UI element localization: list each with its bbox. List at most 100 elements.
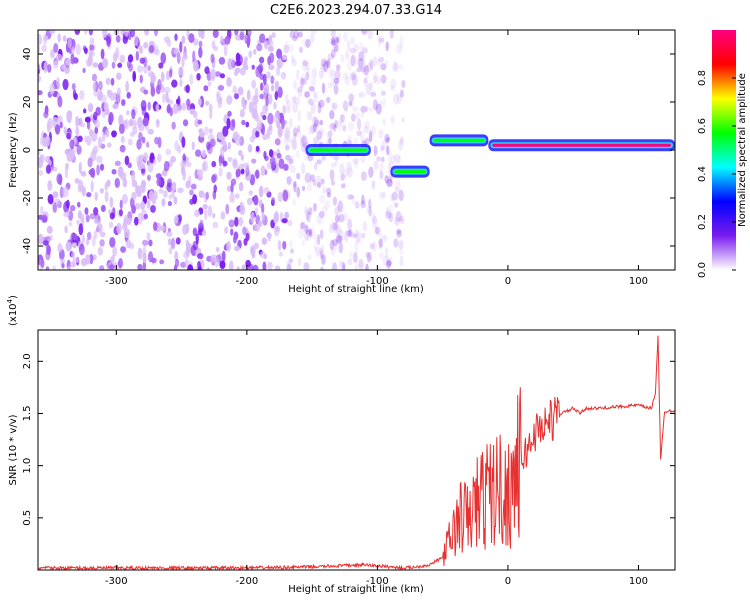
heatmap-noise-cell (224, 35, 231, 45)
heatmap-noise-cell (147, 65, 151, 72)
heatmap-noise-cell (313, 179, 317, 187)
heatmap-noise-cell (389, 30, 394, 40)
snr-scale-exponent: 4 (6, 298, 14, 303)
heatmap-noise-cell (372, 216, 378, 229)
heatmap-noise-cell (319, 194, 326, 204)
heatmap-noise-cell (199, 219, 204, 228)
heatmap-noise-cell (136, 139, 142, 150)
heatmap-noise-cell (38, 233, 44, 245)
heatmap-noise-cell (304, 172, 311, 184)
heatmap-noise-cell (363, 122, 368, 129)
heatmap-noise-cell (347, 258, 353, 266)
heatmap-noise-cell (202, 203, 208, 210)
heatmap-noise-cell (253, 194, 259, 206)
heatmap-noise-cell (87, 157, 93, 168)
x-tick-label: -200 (236, 576, 259, 587)
heatmap-noise-cell (54, 124, 61, 135)
heatmap-noise-cell (310, 102, 316, 114)
heatmap-noise-cell (325, 187, 332, 195)
heatmap-noise-cell (88, 169, 95, 176)
heatmap-noise-cell (240, 168, 245, 175)
x-tick-label: 100 (629, 576, 648, 587)
heatmap-noise-cell (312, 116, 319, 128)
heatmap-noise-cell (225, 204, 230, 215)
heatmap-noise-cell (151, 257, 157, 263)
heatmap-noise-cell (80, 122, 86, 128)
heatmap-noise-cell (119, 54, 126, 64)
heatmap-noise-cell (194, 209, 200, 218)
snr-scale-prefix: (x10 (8, 303, 19, 326)
heatmap-noise-cell (210, 254, 215, 264)
heatmap-noise-cell (219, 146, 225, 158)
heatmap-noise-cell (310, 174, 316, 183)
heatmap-noise-cell (368, 166, 374, 178)
heatmap-noise-cell (57, 33, 61, 43)
x-tick-label: -200 (236, 276, 259, 287)
heatmap-noise-cell (158, 188, 164, 194)
heatmap-noise-cell (385, 175, 389, 182)
heatmap-noise-cell (198, 46, 203, 59)
heatmap-noise-cell (259, 251, 266, 259)
heatmap-noise-cell (376, 76, 382, 85)
heatmap-noise-cell (310, 124, 315, 135)
heatmap-noise-cell (309, 174, 315, 184)
heatmap-noise-cell (214, 71, 221, 77)
heatmap-noise-cell (382, 118, 386, 126)
heatmap-noise-cell (374, 226, 380, 235)
heatmap-noise-cell (286, 175, 292, 185)
heatmap-noise-cell (246, 89, 251, 101)
heatmap-noise-cell (150, 204, 156, 213)
heatmap-noise-cell (375, 226, 381, 236)
heatmap-noise-cell (399, 255, 404, 267)
heatmap-noise-cell (280, 71, 287, 80)
snr-series-line (38, 335, 675, 570)
heatmap-noise-cell (166, 97, 170, 104)
heatmap-noise-cell (382, 255, 389, 267)
heatmap-noise-cell (382, 97, 387, 107)
heatmap-noise-cell (316, 233, 321, 246)
heatmap-noise-cell (365, 251, 370, 258)
heatmap-noise-cell (183, 251, 190, 259)
heatmap-noise-cell (319, 249, 324, 260)
heatmap-noise-cell (382, 191, 387, 198)
heatmap-noise-cell (390, 84, 396, 91)
heatmap-noise-cell (327, 130, 333, 138)
heatmap-noise-cell (300, 222, 305, 230)
heatmap-noise-cell (196, 72, 201, 81)
heatmap-noise-cell (301, 77, 307, 85)
heatmap-noise-cell (331, 36, 335, 46)
heatmap-noise-cell (233, 245, 241, 252)
heatmap-noise-cell (391, 191, 398, 201)
heatmap-noise-cell (69, 205, 76, 212)
heatmap-noise-cell (78, 161, 82, 174)
heatmap-noise-cell (379, 191, 385, 200)
heatmap-noise-cell (143, 213, 149, 220)
heatmap-noise-cell (41, 214, 48, 223)
heatmap-noise-cell (259, 82, 264, 91)
heatmap-noise-cell (138, 123, 145, 132)
heatmap-noise-cell (104, 190, 109, 203)
heatmap-noise-cell (295, 128, 302, 139)
heatmap-noise-cell (284, 211, 290, 220)
heatmap-noise-cell (192, 61, 199, 72)
heatmap-noise-cell (75, 126, 80, 137)
heatmap-noise-cell (346, 193, 353, 201)
heatmap-noise-cell (313, 202, 317, 212)
heatmap-noise-cell (76, 219, 80, 226)
heatmap-noise-cell (330, 30, 336, 39)
heatmap-noise-cell (276, 58, 283, 69)
heatmap-noise-cell (278, 126, 283, 136)
heatmap-noise-cell (65, 241, 72, 252)
heatmap-noise-cell (85, 214, 90, 223)
heatmap-noise-cell (394, 186, 400, 193)
heatmap-noise-cell (284, 127, 291, 140)
heatmap-noise-cell (134, 202, 141, 210)
heatmap-noise-cell (148, 190, 155, 202)
heatmap-noise-cell (172, 103, 179, 115)
heatmap-noise-cell (358, 92, 363, 99)
heatmap-noise-cell (163, 36, 171, 43)
heatmap-noise-cell (243, 162, 250, 168)
heatmap-noise-cell (92, 235, 96, 247)
heatmap-noise-cell (250, 211, 255, 224)
heatmap-noise-cell (109, 196, 114, 208)
